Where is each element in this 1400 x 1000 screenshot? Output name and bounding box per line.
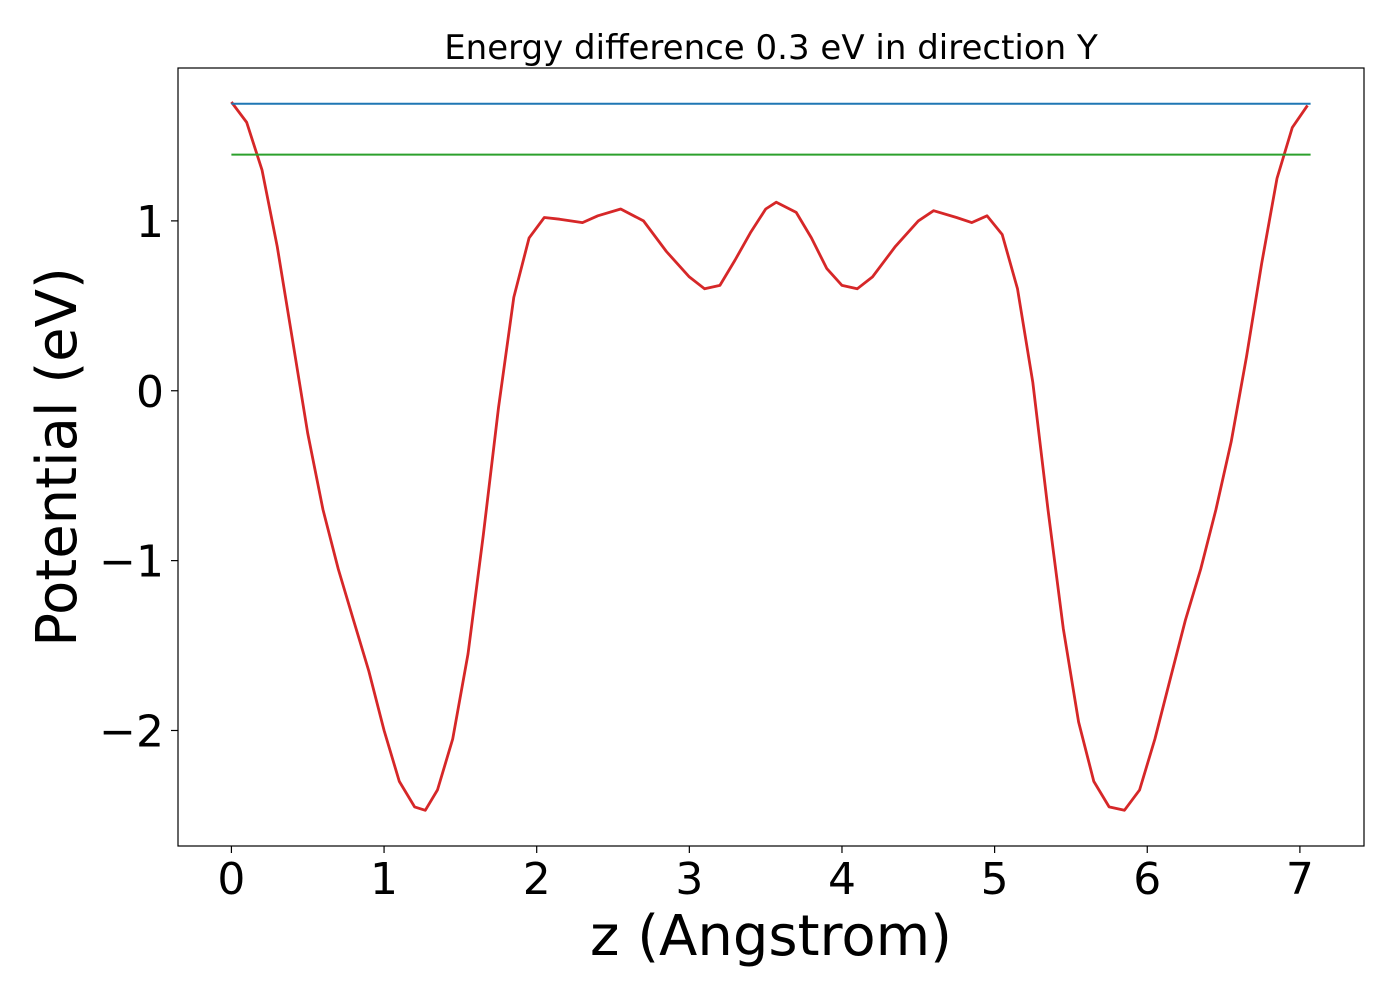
y-tick-label: 0 (136, 367, 164, 418)
x-tick-label: 1 (370, 854, 398, 905)
x-tick-label: 6 (1133, 854, 1161, 905)
plot-frame (177, 67, 1365, 847)
x-tick-label: 7 (1286, 854, 1314, 905)
series-layer (230, 101, 1311, 812)
y-tick-label: −2 (99, 706, 164, 757)
y-axis-label: Potential (eV) (25, 267, 90, 647)
chart-title: Energy difference 0.3 eV in direction Y (444, 28, 1098, 68)
x-tick-label: 2 (523, 854, 551, 905)
y-tick-label: 1 (136, 197, 164, 248)
y-axis-ticks: −2 −1 0 1 (99, 197, 178, 757)
x-tick-label: 4 (828, 854, 856, 905)
x-axis-label: z (Angstrom) (590, 904, 952, 969)
y-tick-label: −1 (99, 537, 164, 588)
x-axis-ticks: 0 1 2 3 4 5 6 7 (217, 846, 1314, 905)
x-tick-label: 3 (675, 854, 703, 905)
x-tick-label: 5 (981, 854, 1009, 905)
x-tick-label: 0 (217, 854, 245, 905)
series-line-0 (230, 101, 1309, 812)
